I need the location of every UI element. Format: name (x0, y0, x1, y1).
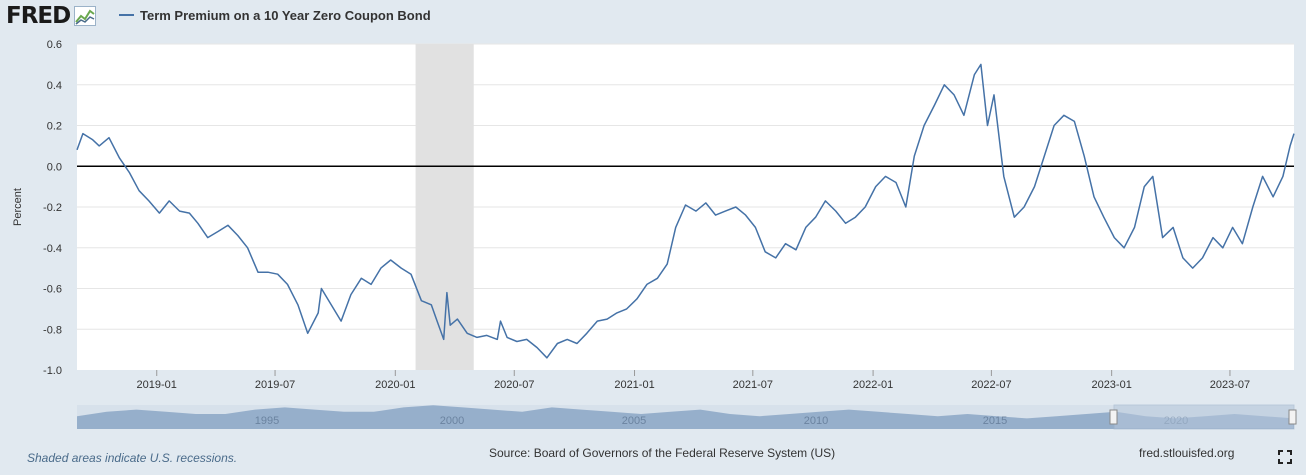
x-axis-ticks: 2019-01 2019-07 2020-01 2020-07 2021-01 2021-… (137, 370, 1250, 391)
y-axis-label: Percent (12, 188, 24, 226)
chart-legend: Term Premium on a 10 Year Zero Coupon Bo… (119, 7, 431, 23)
navigator-label: 2000 (440, 415, 464, 427)
navigator-handle-left[interactable] (1109, 409, 1118, 425)
recession-note: Shaded areas indicate U.S. recessions. (27, 451, 238, 465)
navigator-selection[interactable] (1113, 404, 1295, 430)
x-tick-label: 2020-01 (375, 379, 415, 391)
legend-swatch (119, 14, 134, 16)
y-tick-label: -0.8 (43, 324, 62, 336)
x-tick-label: 2023-01 (1091, 379, 1131, 391)
y-axis-ticks: -1.0 -0.8 -0.6 -0.4 -0.2 0.0 0.2 0.4 0.6 (43, 39, 62, 377)
chart-canvas: -1.0 -0.8 -0.6 -0.4 -0.2 0.0 0.2 0.4 0.6 2019-01… (12, 39, 1297, 430)
x-tick-label: 2019-01 (137, 379, 177, 391)
site-url[interactable]: fred.stlouisfed.org (1139, 446, 1235, 460)
navigator-handle-right[interactable] (1288, 409, 1297, 425)
y-tick-label: 0.6 (47, 39, 62, 51)
navigator-label: 1995 (255, 415, 279, 427)
legend-series-label: Term Premium on a 10 Year Zero Coupon Bo… (140, 7, 431, 23)
x-tick-label: 2019-07 (255, 379, 295, 391)
source-text: Source: Board of Governors of the Federa… (489, 446, 836, 460)
y-tick-label: -0.2 (43, 202, 62, 214)
navigator-label: 2005 (622, 415, 646, 427)
y-tick-label: -0.6 (43, 284, 62, 296)
fred-logo-text: FRED (6, 3, 71, 29)
x-tick-label: 2022-01 (853, 379, 893, 391)
x-tick-label: 2021-07 (733, 379, 773, 391)
y-tick-label: 0.0 (47, 161, 62, 173)
x-tick-label: 2020-07 (494, 379, 534, 391)
range-navigator[interactable]: 199520002005201020152020 (77, 404, 1297, 430)
x-tick-label: 2021-01 (614, 379, 654, 391)
y-tick-label: -1.0 (43, 365, 62, 377)
chart-line-icon (74, 6, 97, 26)
x-tick-label: 2022-07 (971, 379, 1011, 391)
y-tick-label: 0.4 (47, 80, 62, 92)
navigator-label: 2015 (983, 415, 1007, 427)
x-tick-label: 2023-07 (1210, 379, 1250, 391)
y-tick-label: -0.4 (43, 243, 62, 255)
series-line (76, 63, 1295, 359)
navigator-area (77, 405, 1294, 429)
fullscreen-icon[interactable] (1278, 450, 1292, 464)
fred-logo[interactable]: FRED (6, 3, 97, 29)
y-tick-label: 0.2 (47, 121, 62, 133)
navigator-label: 2010 (804, 415, 828, 427)
